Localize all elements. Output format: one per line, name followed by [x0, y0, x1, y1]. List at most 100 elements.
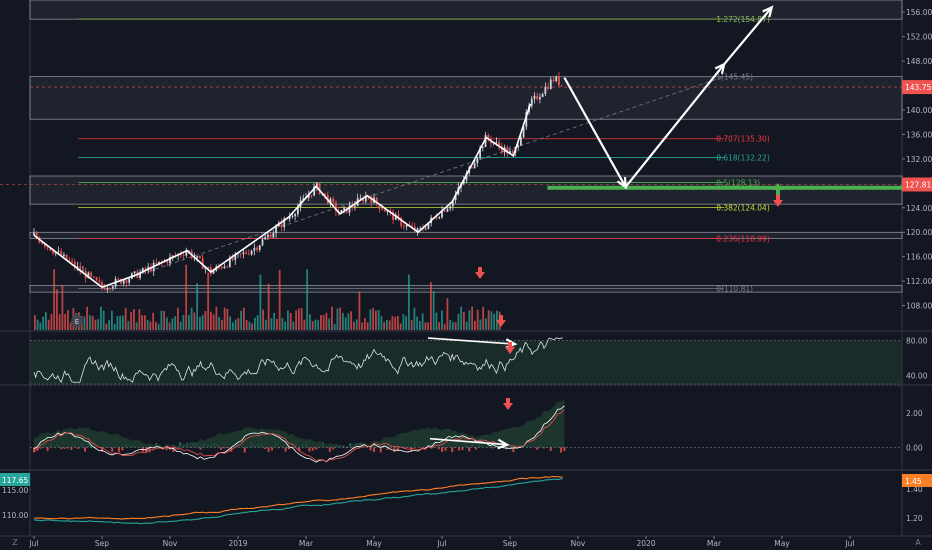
volume-bar — [144, 315, 146, 330]
volume-bar — [336, 308, 339, 330]
volume-bar — [493, 313, 496, 330]
volume-bar — [267, 283, 270, 330]
candle-body — [196, 256, 199, 258]
volume-bar — [36, 319, 39, 330]
volume-bar — [377, 309, 380, 330]
fib-level-label: 1(145.45) — [716, 73, 753, 82]
macd-histogram-bar — [393, 447, 396, 453]
candle-body — [223, 266, 226, 269]
macd-histogram-bar — [271, 447, 273, 451]
earnings-marker — [71, 315, 83, 327]
macd-histogram-bar — [46, 447, 49, 451]
time-axis-label: 2020 — [636, 539, 655, 548]
volume-bar — [320, 315, 322, 330]
candle-body — [359, 198, 362, 199]
volume-bar — [350, 311, 353, 330]
volume-bar — [292, 321, 295, 330]
rsi-axis-label: 40.00 — [906, 371, 928, 380]
price-axis-label: 108.00 — [906, 302, 932, 311]
volume-bar — [124, 307, 127, 330]
candle-body — [253, 247, 256, 251]
macd-histogram-bar — [298, 447, 301, 452]
candle-body — [199, 256, 201, 259]
rsi-divergence-line — [427, 337, 516, 345]
volume-bar — [482, 306, 485, 330]
fib-level-label: 0.5(128.13) — [716, 179, 760, 188]
candle-body — [471, 167, 473, 169]
buy-arrow-icon — [773, 183, 783, 190]
macd-histogram-bar — [407, 447, 409, 448]
macd-histogram-bar — [373, 447, 375, 453]
compare-left-axis-label: 110.00 — [2, 511, 28, 520]
candle-body — [239, 253, 242, 255]
sell-arrow-icon-stem — [508, 342, 512, 347]
candle-body — [261, 239, 264, 246]
volume-bar — [333, 323, 336, 330]
volume-bar — [435, 312, 438, 330]
volume-bar — [113, 323, 116, 330]
compare-right-axis-label: 1.20 — [906, 514, 923, 523]
macd-histogram-bar — [549, 447, 552, 451]
compare-right-axis-label: 1.40 — [906, 485, 923, 494]
volume-bar — [276, 319, 278, 330]
time-axis-label: Jul — [844, 539, 854, 548]
candle-body — [549, 79, 552, 89]
volume-bar — [289, 313, 292, 330]
macd-histogram-bar — [70, 447, 73, 450]
candle-body — [533, 95, 536, 99]
candle-body — [536, 95, 539, 100]
volume-bar — [94, 319, 97, 330]
price-zone — [29, 175, 903, 205]
candle-body — [52, 250, 54, 254]
volume-bar — [138, 309, 141, 330]
macd-histogram-bar — [311, 447, 314, 451]
volume-bar — [254, 317, 256, 330]
macd-histogram-bar — [396, 447, 399, 452]
price-axis-label: 120.00 — [906, 228, 932, 237]
candle-body — [313, 186, 316, 196]
volume-bar — [42, 316, 45, 330]
macd-histogram-bar — [175, 447, 178, 448]
volume-bar — [298, 308, 300, 330]
candle-body — [438, 217, 441, 219]
last-price-badge-bg — [902, 80, 932, 95]
compare-left-axis-label: 115.00 — [2, 486, 28, 495]
sell-arrow-icon-stem — [506, 398, 510, 403]
macd-histogram-bar — [84, 447, 86, 452]
candle-body — [381, 208, 384, 210]
volume-bar — [454, 322, 457, 330]
candle-body — [525, 112, 528, 128]
volume-bar — [410, 319, 413, 330]
price-axis-label: 148.00 — [906, 57, 932, 66]
macd-histogram-bar — [39, 447, 42, 449]
macd-histogram-bar — [199, 447, 202, 450]
volume-bar — [262, 309, 265, 330]
volume-bar — [83, 316, 86, 330]
volume-bar — [47, 319, 50, 330]
candle-body — [46, 246, 49, 248]
volume-bar — [240, 310, 243, 330]
marker-price-badge: 127.81 — [905, 180, 931, 189]
candle-body — [185, 251, 188, 256]
time-axis-label: Nov — [571, 539, 586, 548]
candle-body — [92, 276, 95, 278]
candle-body — [539, 96, 541, 100]
candle-body — [283, 218, 286, 228]
volume-bar — [160, 310, 163, 330]
timezone-button[interactable]: Z — [12, 538, 18, 547]
auto-scale-button[interactable]: A — [915, 538, 921, 547]
volume-bar — [69, 322, 72, 330]
volume-bar — [342, 312, 344, 330]
candle-body — [76, 266, 79, 268]
candle-body — [245, 252, 248, 254]
price-axis-label: 124.00 — [906, 204, 932, 213]
macd-axis-label: 2.00 — [906, 409, 923, 418]
candle-body — [343, 207, 345, 210]
buy-arrow-icon-stem — [776, 190, 780, 195]
volume-bar — [273, 312, 276, 330]
volume-bar — [322, 315, 325, 330]
volume-bar — [168, 322, 171, 330]
volume-bar — [479, 319, 482, 330]
volume-bar — [394, 316, 397, 330]
